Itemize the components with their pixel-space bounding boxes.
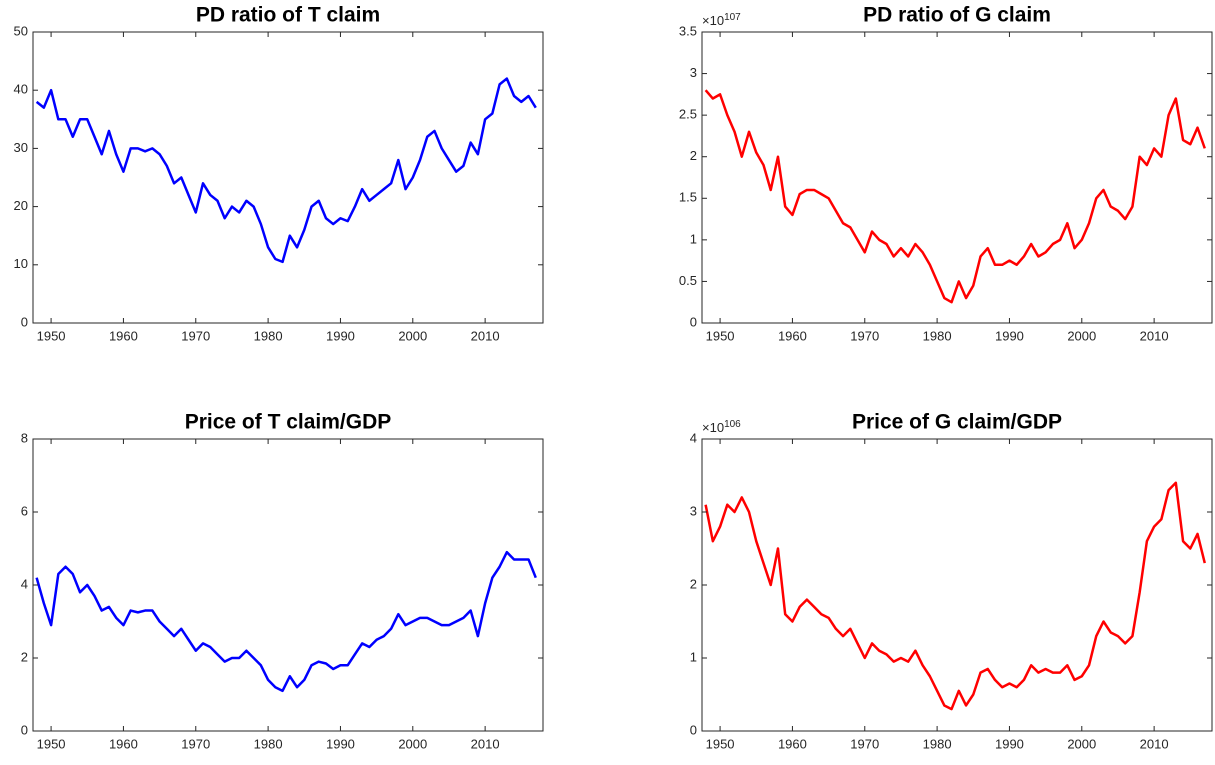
y-multiplier: ×10107 <box>702 12 741 29</box>
y-tick-label: 0 <box>690 722 697 737</box>
data-line <box>35 77 537 264</box>
x-tick-label: 1960 <box>778 328 807 343</box>
x-tick-label: 2000 <box>1067 736 1096 751</box>
data-line <box>704 481 1206 711</box>
chart-title: PD ratio of T claim <box>196 4 380 27</box>
y-tick-label: 2 <box>690 148 697 163</box>
y-tick-label: 3 <box>690 65 697 80</box>
y-tick-label: 1 <box>690 649 697 664</box>
x-tick-label: 1980 <box>923 736 952 751</box>
chart-title: Price of T claim/GDP <box>185 411 392 434</box>
y-tick-label: 0 <box>21 314 28 329</box>
x-tick-label: 1960 <box>109 736 138 751</box>
axes-box <box>32 31 544 324</box>
y-multiplier-base: ×10 <box>702 13 724 28</box>
x-tick-label: 1950 <box>37 736 66 751</box>
plot-area <box>702 439 1212 731</box>
y-multiplier-exponent: 106 <box>724 419 741 430</box>
y-tick-label: 2 <box>690 576 697 591</box>
y-tick-label: 10 <box>14 256 28 271</box>
x-tick-label: 1970 <box>181 328 210 343</box>
chart-title: PD ratio of G claim <box>863 4 1051 27</box>
y-tick-label: 8 <box>21 430 28 445</box>
x-tick-label: 1980 <box>923 328 952 343</box>
data-line <box>35 550 537 693</box>
x-tick-label: 1990 <box>326 736 355 751</box>
y-tick-label: 4 <box>690 430 697 445</box>
x-tick-label: 2010 <box>471 736 500 751</box>
x-tick-label: 1960 <box>778 736 807 751</box>
x-tick-label: 2000 <box>398 736 427 751</box>
x-tick-label: 1980 <box>254 736 283 751</box>
y-multiplier-exponent: 107 <box>724 12 741 23</box>
plot-area <box>33 439 543 731</box>
x-tick-label: 2010 <box>471 328 500 343</box>
x-tick-label: 1980 <box>254 328 283 343</box>
y-tick-label: 0 <box>690 314 697 329</box>
y-tick-label: 0.5 <box>679 273 697 288</box>
y-tick-label: 3.5 <box>679 23 697 38</box>
y-tick-label: 4 <box>21 576 28 591</box>
chart-title: Price of G claim/GDP <box>852 411 1062 434</box>
y-tick-label: 20 <box>14 198 28 213</box>
x-tick-label: 2010 <box>1140 736 1169 751</box>
plot-area <box>702 32 1212 323</box>
y-multiplier: ×10106 <box>702 419 741 436</box>
plot-area <box>33 32 543 323</box>
x-tick-label: 1950 <box>37 328 66 343</box>
x-tick-label: 2010 <box>1140 328 1169 343</box>
x-tick-label: 1950 <box>706 328 735 343</box>
x-tick-label: 1990 <box>995 736 1024 751</box>
y-tick-label: 6 <box>21 503 28 518</box>
y-tick-label: 0 <box>21 722 28 737</box>
x-tick-label: 1970 <box>181 736 210 751</box>
y-tick-label: 30 <box>14 140 28 155</box>
axes-box <box>701 31 1213 324</box>
x-tick-label: 1990 <box>995 328 1024 343</box>
data-line <box>704 89 1206 304</box>
y-tick-label: 1.5 <box>679 190 697 205</box>
y-tick-label: 50 <box>14 23 28 38</box>
x-tick-label: 2000 <box>1067 328 1096 343</box>
y-multiplier-base: ×10 <box>702 420 724 435</box>
x-tick-label: 1970 <box>850 328 879 343</box>
x-tick-label: 1990 <box>326 328 355 343</box>
y-tick-label: 40 <box>14 82 28 97</box>
y-tick-label: 1 <box>690 231 697 246</box>
y-tick-label: 3 <box>690 503 697 518</box>
x-tick-label: 1960 <box>109 328 138 343</box>
x-tick-label: 2000 <box>398 328 427 343</box>
y-tick-label: 2.5 <box>679 107 697 122</box>
x-tick-label: 1950 <box>706 736 735 751</box>
y-tick-label: 2 <box>21 649 28 664</box>
x-tick-label: 1970 <box>850 736 879 751</box>
